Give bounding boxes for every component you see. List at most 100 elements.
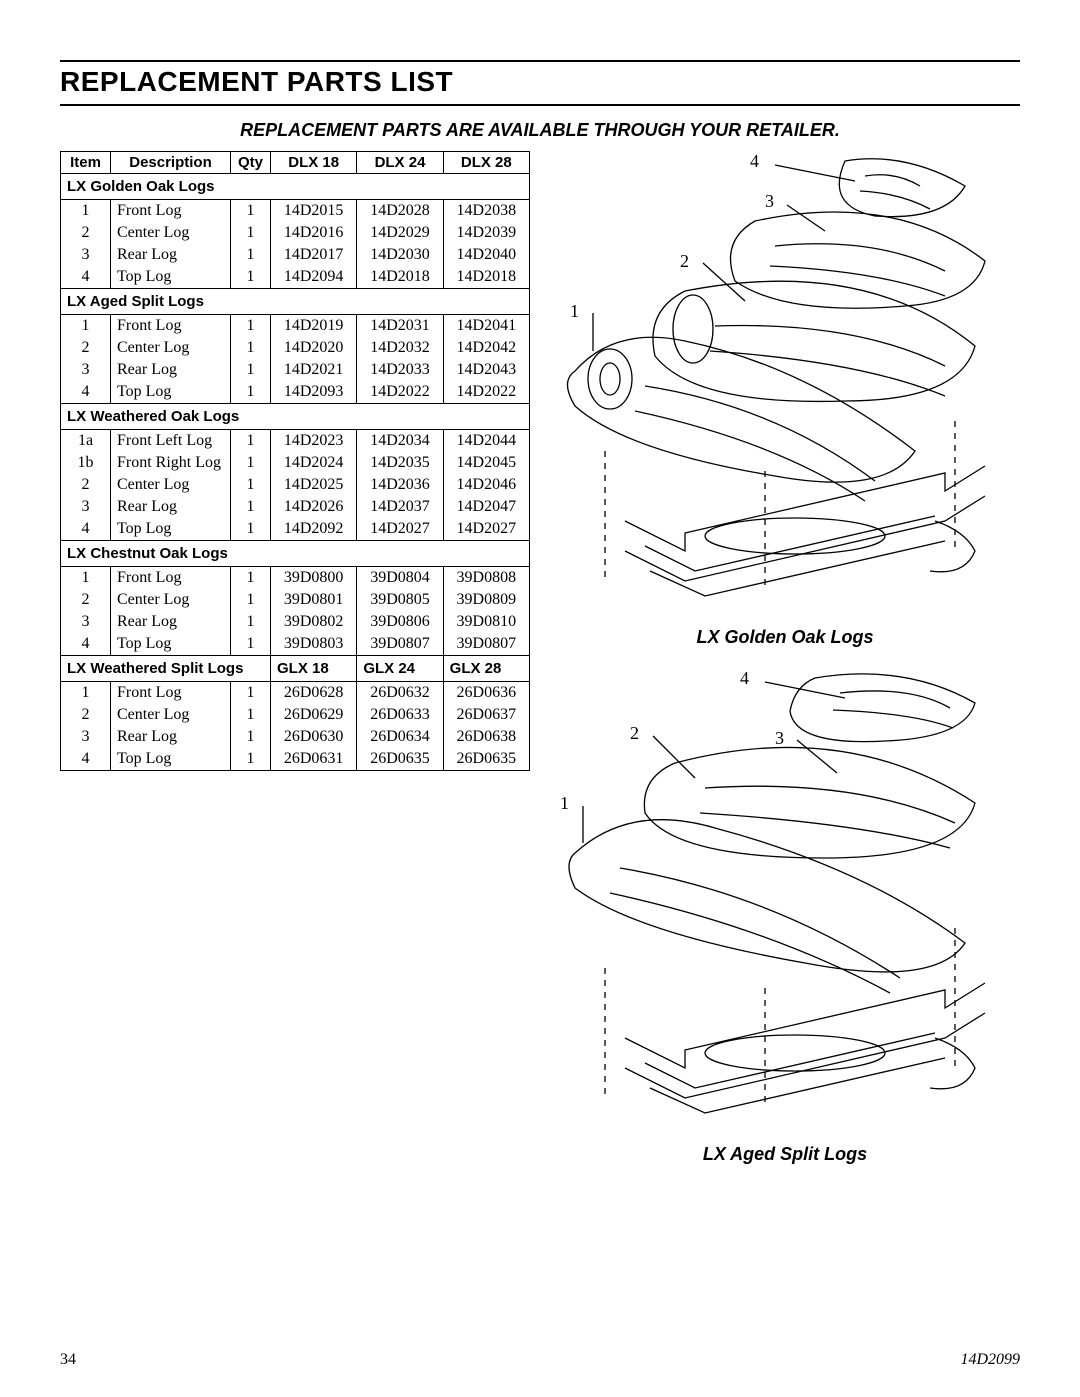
cell-desc: Top Log — [111, 381, 231, 404]
cell-desc: Center Log — [111, 474, 231, 496]
cell-partno: 14D2025 — [271, 474, 357, 496]
cell-partno: 14D2023 — [271, 430, 357, 453]
cell-partno: 14D2040 — [443, 244, 529, 266]
cell-item: 1 — [61, 315, 111, 338]
cell-partno: 14D2018 — [443, 266, 529, 289]
cell-partno: 39D0804 — [357, 567, 443, 590]
table-row: 3Rear Log126D063026D063426D0638 — [61, 726, 530, 748]
cell-desc: Center Log — [111, 589, 231, 611]
table-row: 1Front Log114D201514D202814D2038 — [61, 200, 530, 223]
cell-partno: 26D0633 — [357, 704, 443, 726]
callout-4: 4 — [750, 151, 759, 172]
doc-number: 14D2099 — [960, 1351, 1020, 1369]
cell-desc: Front Log — [111, 682, 231, 705]
page-number: 34 — [60, 1351, 76, 1369]
cell-partno: 39D0807 — [443, 633, 529, 656]
table-row: 4Top Log114D209414D201814D2018 — [61, 266, 530, 289]
cell-item: 2 — [61, 337, 111, 359]
table-row: 4Top Log139D080339D080739D0807 — [61, 633, 530, 656]
table-row: 3Rear Log139D080239D080639D0810 — [61, 611, 530, 633]
cell-qty: 1 — [231, 266, 271, 289]
cell-partno: 14D2037 — [357, 496, 443, 518]
cell-qty: 1 — [231, 222, 271, 244]
cell-partno: 14D2021 — [271, 359, 357, 381]
cell-item: 3 — [61, 496, 111, 518]
cell-item: 1b — [61, 452, 111, 474]
cell-desc: Rear Log — [111, 611, 231, 633]
table-row: 2Center Log114D201614D202914D2039 — [61, 222, 530, 244]
cell-partno: 39D0803 — [271, 633, 357, 656]
cell-desc: Top Log — [111, 518, 231, 541]
cell-desc: Rear Log — [111, 726, 231, 748]
cell-partno: 14D2024 — [271, 452, 357, 474]
cell-desc: Top Log — [111, 633, 231, 656]
section-name: LX Golden Oak Logs — [61, 174, 530, 200]
table-row: 2Center Log126D062926D063326D0637 — [61, 704, 530, 726]
cell-partno: 14D2044 — [443, 430, 529, 453]
cell-item: 4 — [61, 381, 111, 404]
cell-partno: 39D0800 — [271, 567, 357, 590]
cell-item: 2 — [61, 474, 111, 496]
page-title: REPLACEMENT PARTS LIST — [60, 60, 1020, 106]
cell-item: 3 — [61, 244, 111, 266]
cell-item: 4 — [61, 748, 111, 771]
cell-desc: Front Log — [111, 200, 231, 223]
cell-desc: Rear Log — [111, 359, 231, 381]
cell-partno: 39D0807 — [357, 633, 443, 656]
cell-desc: Rear Log — [111, 244, 231, 266]
callout-2b: 2 — [630, 723, 639, 744]
cell-qty: 1 — [231, 244, 271, 266]
cell-partno: 14D2041 — [443, 315, 529, 338]
log-diagram-icon — [550, 668, 1020, 1138]
cell-qty: 1 — [231, 589, 271, 611]
cell-partno: 14D2019 — [271, 315, 357, 338]
parts-table-wrap: ItemDescriptionQtyDLX 18DLX 24DLX 28LX G… — [60, 151, 530, 1165]
cell-qty: 1 — [231, 200, 271, 223]
table-row: 2Center Log114D202514D203614D2046 — [61, 474, 530, 496]
table-row: 1Front Log139D080039D080439D0808 — [61, 567, 530, 590]
cell-item: 1 — [61, 682, 111, 705]
cell-partno: 14D2033 — [357, 359, 443, 381]
cell-item: 4 — [61, 633, 111, 656]
retailer-note: REPLACEMENT PARTS ARE AVAILABLE THROUGH … — [60, 120, 1020, 141]
cell-item: 3 — [61, 359, 111, 381]
cell-qty: 1 — [231, 726, 271, 748]
callout-1: 1 — [570, 301, 579, 322]
cell-partno: 14D2022 — [357, 381, 443, 404]
callout-1b: 1 — [560, 793, 569, 814]
cell-partno: 14D2032 — [357, 337, 443, 359]
cell-partno: 14D2047 — [443, 496, 529, 518]
callout-4b: 4 — [740, 668, 749, 689]
cell-partno: 14D2046 — [443, 474, 529, 496]
cell-partno: 26D0630 — [271, 726, 357, 748]
cell-item: 3 — [61, 726, 111, 748]
cell-partno: 14D2035 — [357, 452, 443, 474]
callout-2: 2 — [680, 251, 689, 272]
cell-qty: 1 — [231, 633, 271, 656]
log-diagram-icon — [550, 151, 1020, 621]
cell-partno: 14D2027 — [357, 518, 443, 541]
table-row: 2Center Log139D080139D080539D0809 — [61, 589, 530, 611]
cell-partno: 14D2092 — [271, 518, 357, 541]
cell-partno: 14D2045 — [443, 452, 529, 474]
col-header: DLX 24 — [357, 152, 443, 174]
table-row: 1bFront Right Log114D202414D203514D2045 — [61, 452, 530, 474]
parts-table: ItemDescriptionQtyDLX 18DLX 24DLX 28LX G… — [60, 151, 530, 771]
table-row: 1aFront Left Log114D202314D203414D2044 — [61, 430, 530, 453]
cell-partno: 14D2028 — [357, 200, 443, 223]
table-row: 1Front Log114D201914D203114D2041 — [61, 315, 530, 338]
table-row: 4Top Log114D209314D202214D2022 — [61, 381, 530, 404]
cell-partno: 26D0635 — [443, 748, 529, 771]
diagram-golden-oak: 4 3 2 1 — [550, 151, 1020, 621]
table-row: 3Rear Log114D202114D203314D2043 — [61, 359, 530, 381]
cell-qty: 1 — [231, 704, 271, 726]
cell-desc: Center Log — [111, 337, 231, 359]
cell-partno: 39D0806 — [357, 611, 443, 633]
table-row: 4Top Log126D063126D063526D0635 — [61, 748, 530, 771]
cell-partno: 14D2034 — [357, 430, 443, 453]
cell-partno: 14D2093 — [271, 381, 357, 404]
page-footer: 34 14D2099 — [60, 1351, 1020, 1369]
col-header: DLX 28 — [443, 152, 529, 174]
cell-desc: Top Log — [111, 748, 231, 771]
cell-partno: 26D0629 — [271, 704, 357, 726]
